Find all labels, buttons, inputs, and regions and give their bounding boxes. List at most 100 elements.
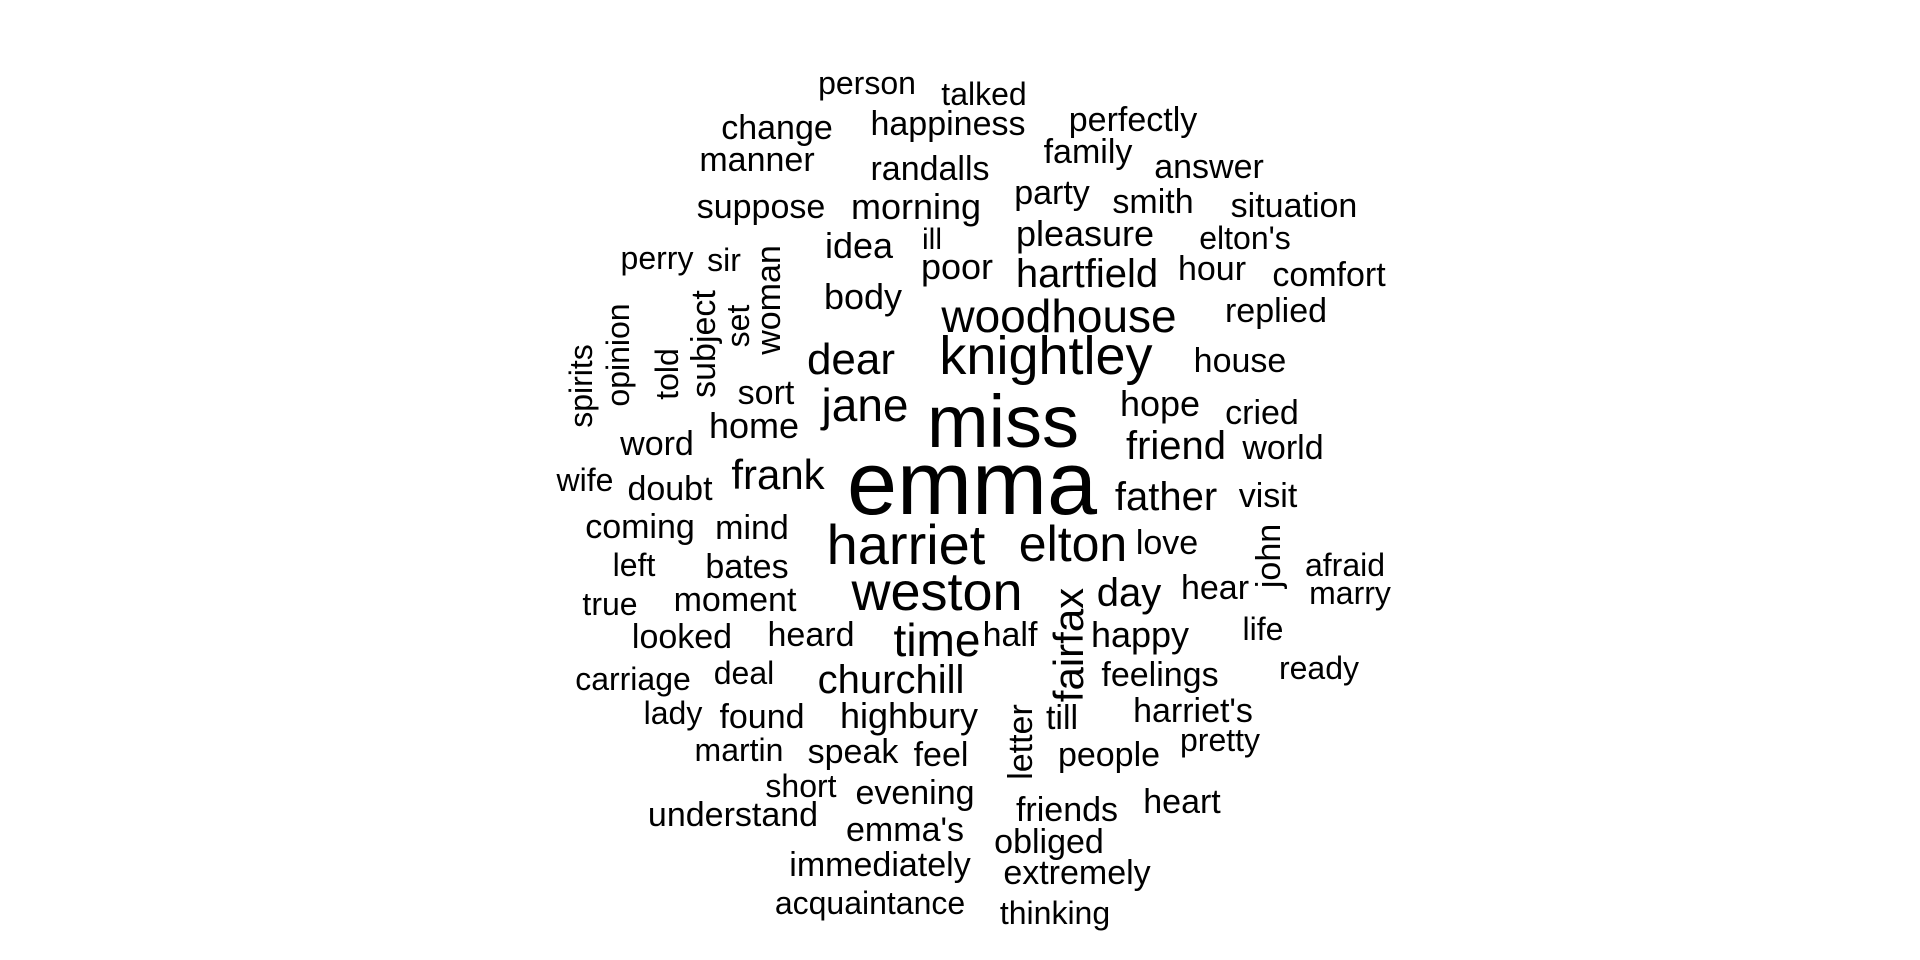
word-situation: situation [1230, 187, 1358, 225]
word-told: told [649, 348, 685, 400]
word-opinion: opinion [600, 303, 636, 407]
word-time: time [893, 614, 981, 666]
word-love: love [1135, 524, 1199, 562]
word-john: john [1250, 523, 1288, 589]
word-change: change [721, 109, 833, 147]
word-answer: answer [1154, 148, 1264, 186]
word-mind: mind [715, 509, 789, 547]
word-life: life [1242, 611, 1284, 647]
word-suppose: suppose [696, 188, 826, 226]
word-happy: happy [1090, 614, 1190, 655]
word-dear: dear [806, 335, 896, 384]
word-friend: friend [1125, 424, 1227, 468]
word-person: person [818, 65, 916, 101]
word-friends: friends [1015, 791, 1119, 829]
word-evening: evening [855, 774, 975, 812]
word-visit: visit [1238, 477, 1298, 515]
word-coming: coming [585, 508, 695, 546]
word-speak: speak [807, 733, 899, 771]
word-hope: hope [1119, 383, 1201, 424]
word-till: till [1045, 699, 1079, 737]
word-woman: woman [750, 245, 788, 355]
word-obliged: obliged [994, 823, 1104, 861]
word-emma: emma [846, 434, 1098, 534]
word-world: world [1242, 429, 1324, 467]
word-hear: hear [1180, 569, 1250, 607]
word-randalls: randalls [870, 150, 990, 188]
word-carriage: carriage [575, 661, 691, 697]
word-afraid: afraid [1304, 547, 1386, 583]
word-talked: talked [941, 76, 1027, 112]
word-pleasure: pleasure [1015, 213, 1155, 254]
word-emma-s: emma's [846, 811, 964, 849]
word-found: found [719, 698, 805, 736]
word-sir: sir [707, 242, 741, 278]
word-smith: smith [1112, 183, 1194, 221]
word-perry: perry [620, 240, 694, 276]
word-feelings: feelings [1101, 656, 1219, 694]
word-elton-s: elton's [1199, 220, 1291, 256]
word-marry: marry [1309, 575, 1391, 611]
word-fairfax: fairfax [1045, 587, 1092, 703]
word-deal: deal [713, 655, 775, 691]
word-elton: elton [1018, 516, 1128, 572]
word-thinking: thinking [999, 895, 1111, 931]
word-people: people [1057, 736, 1161, 774]
word-wife: wife [556, 462, 614, 498]
word-house: house [1193, 342, 1287, 380]
word-comfort: comfort [1272, 256, 1386, 294]
word-hour: hour [1177, 250, 1247, 288]
word-heart: heart [1143, 783, 1221, 821]
word-doubt: doubt [627, 470, 713, 508]
word-true: true [582, 586, 638, 622]
word-spirits: spirits [563, 344, 599, 428]
word-body: body [823, 276, 903, 317]
word-heard: heard [767, 616, 855, 654]
word-manner: manner [699, 141, 815, 179]
word-letter: letter [1002, 704, 1040, 780]
word-frank: frank [731, 451, 825, 498]
word-left: left [612, 547, 656, 583]
word-set: set [720, 304, 756, 348]
word-knightley: knightley [939, 326, 1153, 386]
word-feel: feel [913, 736, 969, 774]
word-harriet: harriet [826, 513, 986, 576]
word-short: short [765, 768, 837, 804]
word-family: family [1043, 133, 1133, 171]
word-immediately: immediately [789, 846, 971, 884]
word-subject: subject [685, 290, 723, 398]
word-woodhouse: woodhouse [941, 290, 1177, 342]
word-lady: lady [643, 695, 703, 731]
word-word: word [620, 425, 694, 463]
word-jane: jane [821, 379, 909, 431]
word-moment: moment [673, 581, 797, 619]
word-extremely: extremely [1003, 854, 1151, 892]
word-poor: poor [920, 246, 994, 287]
word-party: party [1014, 174, 1090, 212]
word-bates: bates [705, 548, 789, 586]
word-day: day [1096, 571, 1162, 615]
word-miss: miss [926, 380, 1080, 463]
word-replied: replied [1224, 292, 1328, 330]
word-idea: idea [824, 225, 894, 266]
word-churchill: churchill [817, 658, 965, 702]
word-father: father [1114, 475, 1218, 519]
word-understand: understand [647, 796, 819, 834]
word-harriet-s: harriet's [1133, 692, 1253, 730]
word-morning: morning [850, 186, 982, 227]
word-weston: weston [851, 562, 1023, 622]
word-looked: looked [631, 618, 733, 656]
word-martin: martin [694, 732, 784, 768]
word-acquaintance: acquaintance [774, 885, 966, 921]
word-sort: sort [737, 374, 795, 412]
word-cried: cried [1225, 394, 1299, 432]
word-perfectly: perfectly [1068, 101, 1198, 139]
word-ill: ill [922, 223, 942, 256]
word-ready: ready [1278, 650, 1360, 686]
word-half: half [982, 616, 1038, 654]
word-home: home [708, 405, 800, 446]
word-highbury: highbury [839, 695, 979, 736]
word-pretty: pretty [1179, 722, 1261, 758]
word-hartfield: hartfield [1015, 252, 1159, 296]
